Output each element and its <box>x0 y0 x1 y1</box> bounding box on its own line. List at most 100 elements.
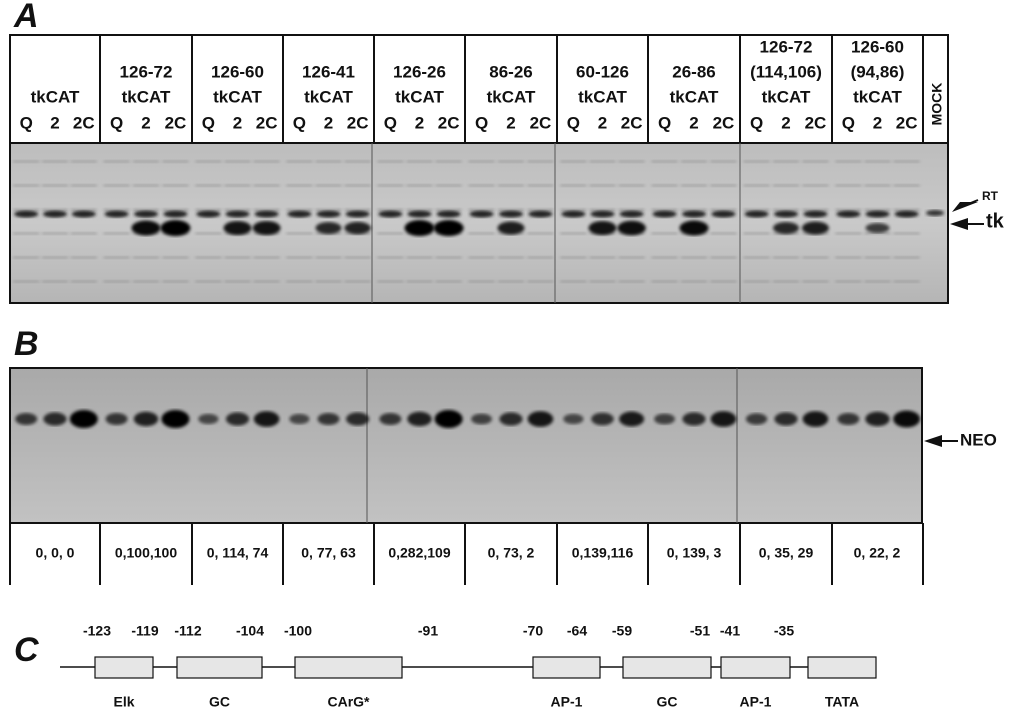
background-band <box>435 256 462 259</box>
construct-label: tkCAT <box>670 87 719 106</box>
construct-label: tkCAT <box>395 87 444 106</box>
background-band <box>377 256 404 259</box>
tk-band <box>617 220 646 236</box>
lane-label: 2C <box>621 113 643 132</box>
neo-band <box>346 412 370 426</box>
panel-label: C <box>14 631 39 669</box>
arrow <box>924 435 942 447</box>
lane-label: Q <box>658 113 671 132</box>
tk-band <box>344 221 371 235</box>
background-band <box>162 256 189 259</box>
background-band <box>835 208 862 211</box>
background-band <box>162 280 189 283</box>
construct-label: tkCAT <box>31 87 80 106</box>
background-band <box>864 208 891 211</box>
background-band <box>133 280 159 283</box>
lane-label: Q <box>202 113 215 132</box>
background-band <box>13 280 40 283</box>
construct-label: tkCAT <box>122 87 171 106</box>
element-box <box>294 656 403 679</box>
lane-label: 2C <box>347 113 369 132</box>
marker-label: tk <box>986 210 1005 232</box>
neo-band <box>15 413 38 425</box>
background-band <box>589 160 616 163</box>
quantity: 0,139,116 <box>572 545 634 561</box>
position-label: -112 <box>174 623 201 639</box>
position-label: -119 <box>131 623 158 639</box>
background-band <box>133 208 159 211</box>
background-band <box>527 232 554 235</box>
rt-band <box>682 210 706 218</box>
neo-band <box>774 412 798 426</box>
quantity: 0, 22, 2 <box>854 545 901 561</box>
background-band <box>589 208 616 211</box>
background-band <box>253 280 280 283</box>
background-band <box>286 256 313 259</box>
background-band <box>743 280 770 283</box>
background-band <box>406 280 433 283</box>
neo-band <box>253 411 280 427</box>
background-band <box>468 184 495 187</box>
quantity: 0, 77, 63 <box>301 545 356 561</box>
background-band <box>253 256 280 259</box>
background-band <box>195 160 222 163</box>
background-band <box>710 280 737 283</box>
neo-band <box>198 413 219 425</box>
element-label: AP-1 <box>740 694 772 710</box>
element-label: TATA <box>825 694 859 710</box>
background-band <box>195 280 222 283</box>
rt-band <box>803 210 828 218</box>
background-band <box>651 280 678 283</box>
background-band <box>13 160 40 163</box>
background-band <box>42 280 68 283</box>
rt-band <box>71 210 96 218</box>
background-band <box>70 256 97 259</box>
lane-label: 2C <box>438 113 460 132</box>
background-band <box>864 280 891 283</box>
background-band <box>406 160 433 163</box>
neo-band <box>591 412 614 426</box>
rt-band <box>378 210 403 218</box>
lane-label: 2 <box>873 113 882 132</box>
quantity: 0, 139, 3 <box>667 545 722 561</box>
background-band <box>468 160 495 163</box>
tk-band <box>160 220 191 236</box>
mock-label: MOCK <box>929 83 945 126</box>
background-band <box>835 160 862 163</box>
lane-label: Q <box>567 113 580 132</box>
rt-band <box>774 210 798 218</box>
background-band <box>893 160 920 163</box>
background-band <box>70 208 97 211</box>
background-band <box>773 280 799 283</box>
gel-b <box>9 367 923 524</box>
background-band <box>864 232 891 235</box>
tk-band <box>315 222 342 234</box>
background-band <box>560 184 587 187</box>
arrow <box>952 202 978 212</box>
background-band <box>286 208 313 211</box>
rt-band <box>528 210 553 218</box>
rt-band <box>43 210 67 218</box>
background-band <box>70 160 97 163</box>
lane-label: Q <box>842 113 855 132</box>
background-band <box>527 280 554 283</box>
neo-band <box>289 413 310 425</box>
rt-band <box>926 210 944 216</box>
neo-band <box>317 413 340 425</box>
background-band <box>162 160 189 163</box>
background-band <box>377 208 404 211</box>
background-band <box>743 184 770 187</box>
background-band <box>651 256 678 259</box>
background-band <box>13 208 40 211</box>
lane-label: 2 <box>415 113 424 132</box>
quantity: 0, 35, 29 <box>759 545 814 561</box>
background-band <box>162 208 189 211</box>
background-band <box>377 280 404 283</box>
background-band <box>560 208 587 211</box>
neo-band <box>865 411 890 427</box>
neo-band <box>161 410 190 428</box>
element-label: Elk <box>113 694 134 710</box>
background-band <box>618 160 645 163</box>
rt-band <box>407 210 432 218</box>
